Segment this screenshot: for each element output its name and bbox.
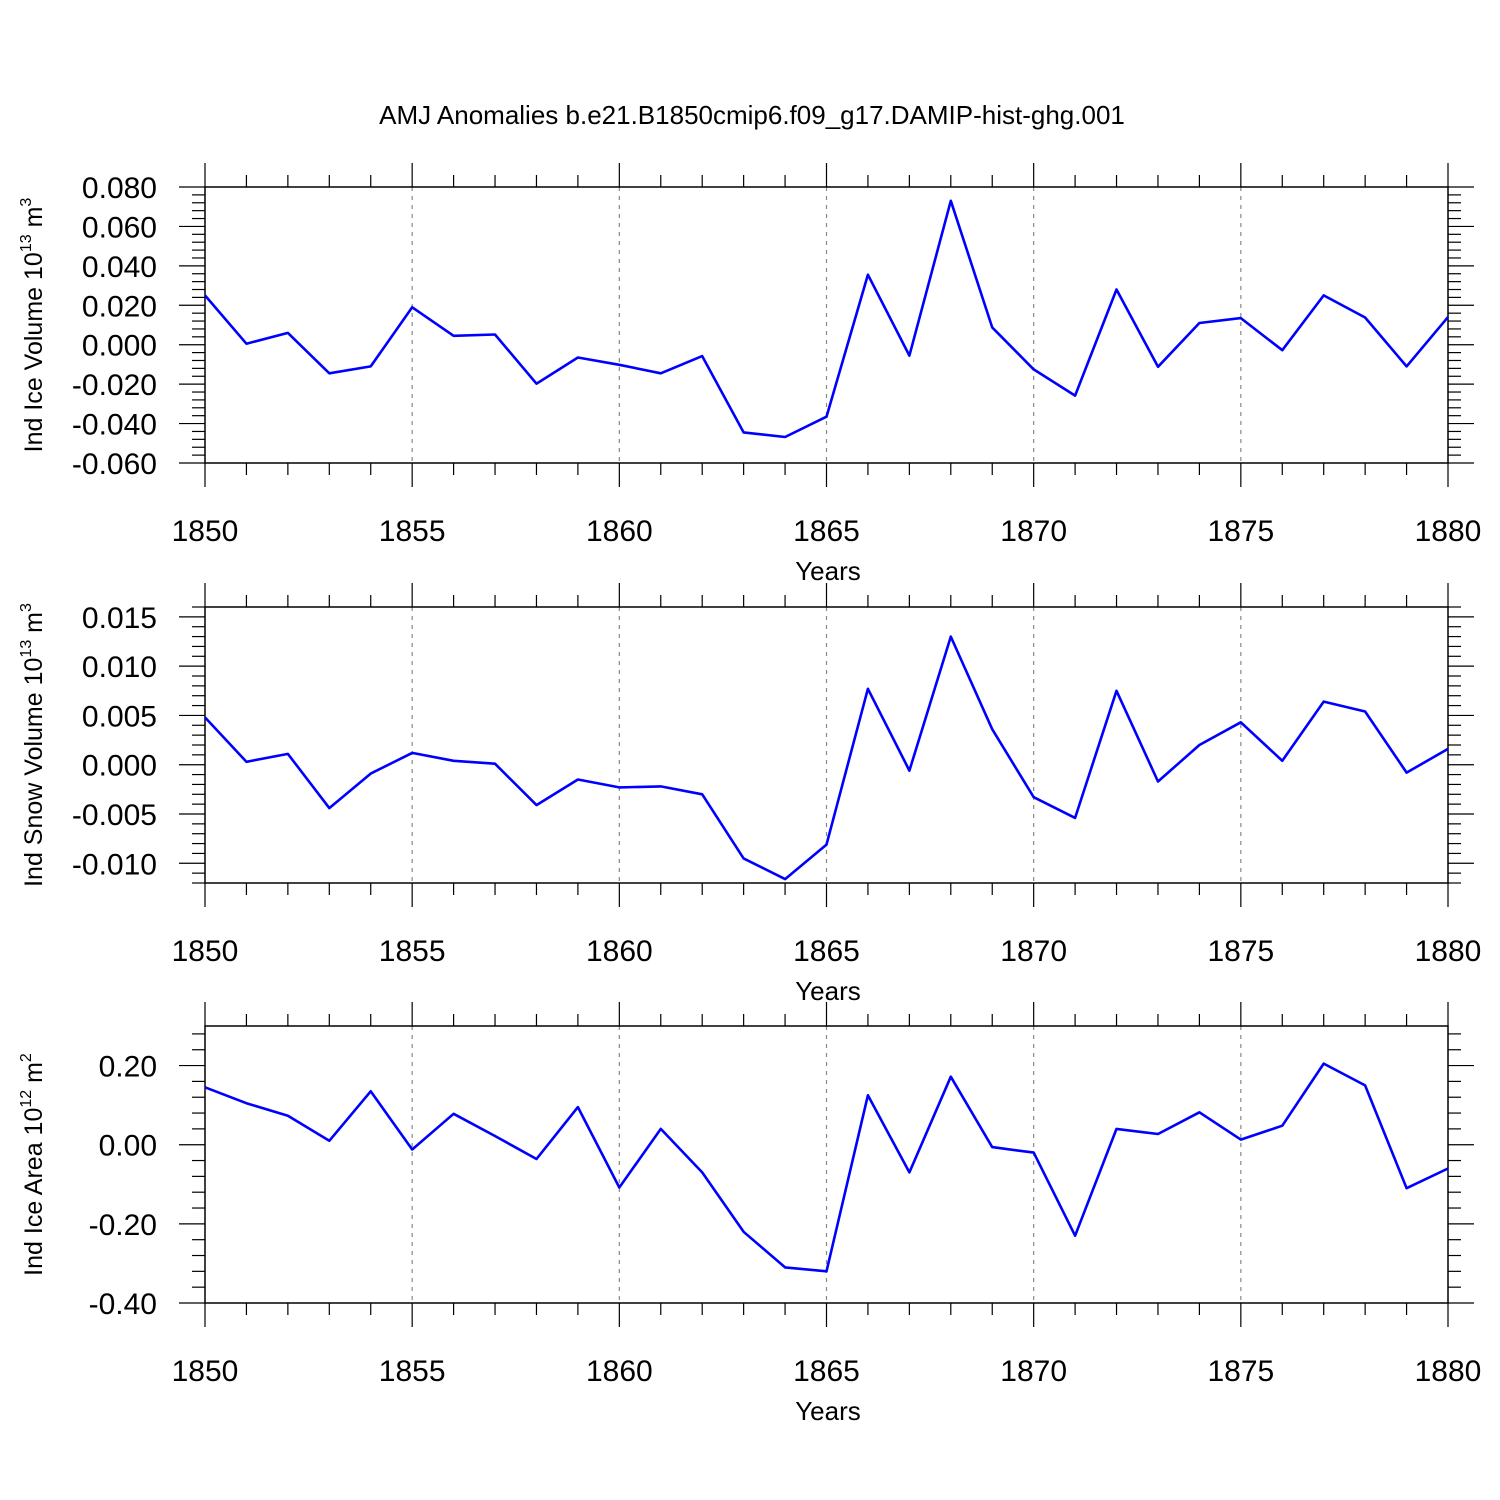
y-tick-label: 0.010	[82, 651, 157, 684]
y-axis-label: Ind Snow Volume 1013 m3	[18, 603, 48, 887]
y-tick-label: -0.005	[72, 799, 157, 832]
y-tick-label: 0.20	[99, 1051, 157, 1084]
x-tick-label: 1855	[379, 515, 446, 548]
x-axis-label: Years	[795, 556, 861, 586]
x-axis-label: Years	[795, 1396, 861, 1426]
panel-1: -0.060 -0.040 -0.020 0.000 0.020 0.040 0.060 0.…	[18, 163, 1481, 586]
x-tick-label: 1850	[172, 935, 239, 968]
x-tick-label: 1880	[1415, 935, 1482, 968]
y-axis-label: Ind Ice Volume 1013 m3	[18, 198, 48, 453]
x-tick-label: 1860	[586, 935, 653, 968]
y-tick-label: -0.40	[89, 1288, 157, 1321]
x-tick-label: 1865	[793, 1355, 860, 1388]
x-tick-label: 1860	[586, 515, 653, 548]
x-tick-label: 1855	[379, 1355, 446, 1388]
x-tick-label: 1850	[172, 515, 239, 548]
y-tick-label: 0.080	[82, 172, 157, 205]
y-tick-label: 0.060	[82, 211, 157, 244]
x-tick-label: 1865	[793, 935, 860, 968]
chart-panels: -0.060 -0.040 -0.020 0.000 0.020 0.040 0.060 0.…	[18, 163, 1481, 1426]
panel-2: -0.010 -0.005 0.000 0.005 0.010 0.015 1850 1855…	[18, 583, 1481, 1006]
panel-3: -0.40 -0.20 0.00 0.20 1850 1855 1860 1865 1870 18…	[18, 1002, 1481, 1426]
y-tick-label: 0.015	[82, 602, 157, 635]
x-tick-label: 1875	[1207, 935, 1274, 968]
x-tick-label: 1860	[586, 1355, 653, 1388]
y-tick-label: 0.000	[82, 330, 157, 363]
y-tick-label: -0.020	[72, 369, 157, 402]
x-tick-label: 1870	[1000, 935, 1067, 968]
y-tick-label: -0.010	[72, 848, 157, 881]
x-tick-label: 1850	[172, 1355, 239, 1388]
series-line	[204, 199, 1449, 439]
y-tick-label: 0.040	[82, 251, 157, 284]
y-tick-label: 0.000	[82, 750, 157, 783]
x-tick-label: 1875	[1207, 515, 1274, 548]
series-line	[204, 1062, 1449, 1273]
x-tick-label: 1870	[1000, 515, 1067, 548]
y-tick-label: 0.005	[82, 700, 157, 733]
y-tick-label: -0.040	[72, 409, 157, 442]
y-tick-label: 0.00	[99, 1130, 157, 1163]
x-axis-label: Years	[795, 976, 861, 1006]
chart-title: AMJ Anomalies b.e21.B1850cmip6.f09_g17.D…	[379, 100, 1125, 130]
x-tick-label: 1855	[379, 935, 446, 968]
y-tick-label: 0.020	[82, 290, 157, 323]
y-tick-label: -0.060	[72, 448, 157, 481]
x-tick-label: 1865	[793, 515, 860, 548]
series-line	[204, 635, 1449, 881]
x-tick-label: 1875	[1207, 1355, 1274, 1388]
y-axis-label: Ind Ice Area 1012 m2	[18, 1053, 48, 1276]
y-tick-label: -0.20	[89, 1209, 157, 1242]
x-tick-label: 1880	[1415, 515, 1482, 548]
x-tick-label: 1880	[1415, 1355, 1482, 1388]
x-tick-label: 1870	[1000, 1355, 1067, 1388]
